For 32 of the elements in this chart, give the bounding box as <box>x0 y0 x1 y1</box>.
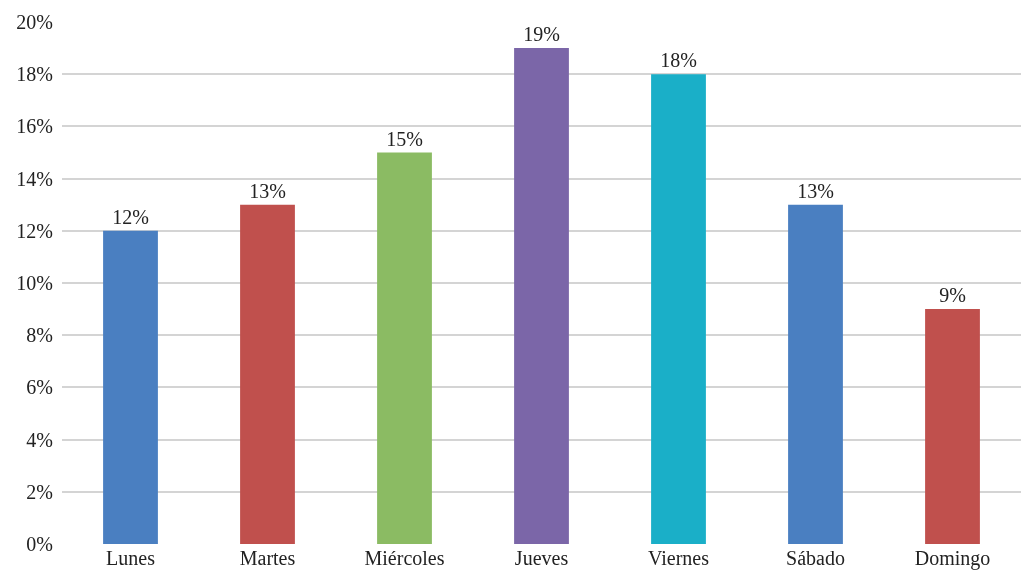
x-tick-label: Jueves <box>514 547 569 569</box>
x-tick-label: Martes <box>239 547 296 569</box>
x-tick-label: Miércoles <box>364 547 445 569</box>
y-tick-label: 18% <box>16 63 53 86</box>
bar <box>103 230 158 544</box>
y-tick-label: 14% <box>16 167 53 190</box>
x-tick-label: Sábado <box>786 547 845 569</box>
x-tick-label: Domingo <box>914 547 991 570</box>
data-label: 19% <box>523 23 560 46</box>
x-tick-label: Lunes <box>106 547 156 569</box>
x-tick-label: Viernes <box>648 547 710 569</box>
y-tick-label: 2% <box>26 480 53 503</box>
bar <box>651 74 706 544</box>
data-label: 18% <box>660 49 697 72</box>
bar <box>377 152 432 544</box>
y-tick-label: 12% <box>16 219 53 242</box>
y-tick-label: 6% <box>26 376 53 399</box>
y-tick-label: 4% <box>26 428 53 451</box>
bar <box>788 204 843 544</box>
bar <box>925 309 980 544</box>
y-tick-label: 0% <box>26 533 53 555</box>
y-tick-label: 10% <box>16 272 53 294</box>
data-label: 13% <box>797 179 834 202</box>
data-label: 12% <box>112 205 149 228</box>
y-tick-label: 8% <box>26 324 53 347</box>
data-label: 9% <box>939 284 966 307</box>
bar <box>240 204 295 544</box>
data-label: 15% <box>386 127 423 150</box>
data-label: 13% <box>249 179 286 202</box>
y-tick-label: 16% <box>16 115 53 138</box>
bar <box>514 48 569 544</box>
y-tick-label: 20% <box>16 11 53 33</box>
